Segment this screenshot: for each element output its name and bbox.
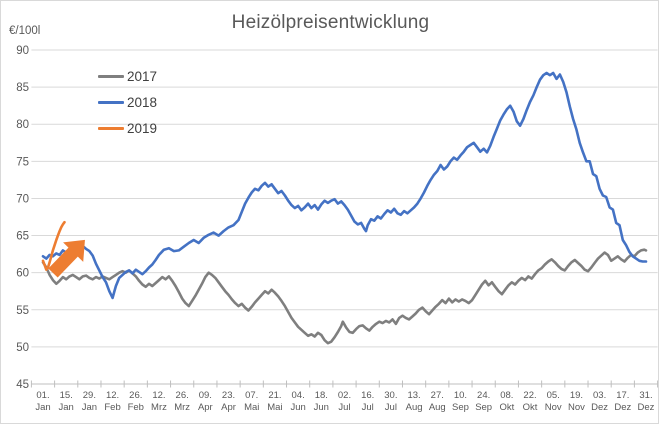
x-tick-label: 19. Nov [568,390,585,413]
legend-swatch-2018-line-icon [98,100,124,105]
y-tick-label: 60 [16,268,29,280]
x-tick-label: 18. Jun [314,390,329,413]
x-tick-label: 04. Jun [290,390,305,413]
x-tick-label: 07. Mai [244,390,259,413]
legend-item-2017: 2017 [98,68,157,85]
legend-swatch-2017-line-icon [98,74,124,79]
x-tick-label: 29. Jan [82,390,97,413]
x-tick-label: 08. Okt [499,390,514,413]
y-tick-label: 90 [16,45,29,57]
y-tick-label: 50 [16,342,29,354]
legend-item-2019: 2019 [98,120,157,137]
x-tick-label: 26. Feb [128,390,144,413]
y-tick-label: 65 [16,231,29,243]
x-tick-label: 01. Jan [35,390,50,413]
x-tick-label: 12. Feb [104,390,120,413]
x-tick-label: 17. Dez [614,390,631,413]
x-tick-label: 10. Sep [452,390,469,413]
x-tick-label: 15. Jan [59,390,74,413]
legend-swatch-2019-line-icon [98,126,124,131]
x-tick-label: 02. Jul [338,390,351,413]
x-tick-label: 24. Sep [475,390,492,413]
trend-arrow-shape [48,239,85,278]
trend-arrow-annotation-icon [48,239,85,278]
y-tick-label: 85 [16,82,29,94]
x-tick-label: 26. Mrz [174,390,190,413]
y-tick-label: 45 [16,379,29,391]
chart-title: Heizölpreisentwicklung [231,12,430,33]
x-tick-label: 23. Apr [221,390,236,413]
legend-item-2018: 2018 [98,94,157,111]
x-tick-label: 30. Jul [384,390,397,413]
x-tick-label: 03. Dez [591,390,608,413]
y-tick-label: 80 [16,119,29,131]
series-line-2019 [41,220,66,272]
x-tick-label: 13. Aug [406,390,423,413]
series-line-2018 [41,71,648,300]
x-tick-label: 05. Nov [545,390,562,413]
legend-label-2017: 2017 [127,69,158,84]
x-tick-label: 09. Apr [198,390,213,413]
y-axis-unit-label: €/100l [9,25,41,37]
x-tick-label: 16. Jul [361,390,374,413]
x-tick-label: 22. Okt [523,390,538,413]
x-tick-label: 12. Mrz [151,390,167,413]
y-tick-label: 75 [16,156,29,168]
x-tick-label: 21. Mai [267,390,282,413]
y-tick-label: 70 [16,193,29,205]
series-line-2017 [41,248,648,345]
x-tick-label: 31. Dez [638,390,655,413]
legend-label-2018: 2018 [127,95,158,110]
y-tick-label: 55 [16,305,29,317]
x-tick-label: 27. Aug [429,390,446,413]
legend: 2017 2018 2019 [98,68,157,137]
legend-label-2019: 2019 [127,121,158,136]
